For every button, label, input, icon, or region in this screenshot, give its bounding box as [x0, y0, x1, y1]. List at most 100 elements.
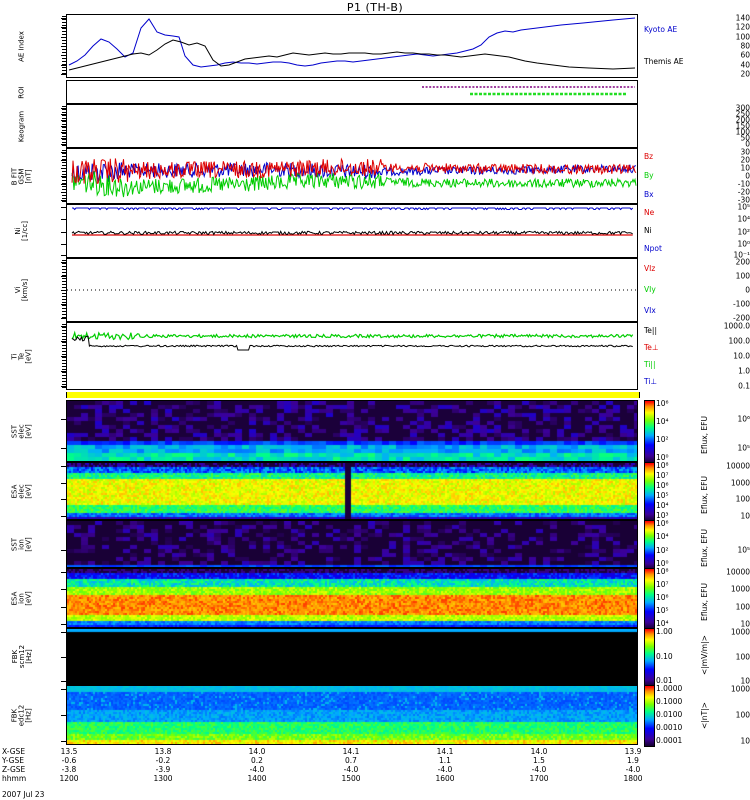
axis-label-esa_e: ESA elec [eV]	[10, 483, 33, 499]
y-tickmark-ae-5	[61, 65, 66, 66]
ni-traces	[71, 207, 634, 236]
mode-bar	[66, 392, 640, 398]
y-tick-esa_i-0: 10000	[726, 567, 750, 577]
y-tick-keogram-4: 100	[735, 127, 750, 137]
y-tickmark-ae-6	[61, 74, 66, 75]
x-tick-z-gse-3: -4.0	[343, 765, 359, 774]
x-tick-y-gse-6: 1.9	[627, 756, 639, 765]
y-tickmark-temp-4	[61, 386, 66, 387]
panel-esa-elec	[66, 462, 638, 520]
x-tick-y-gse-0: -0.6	[61, 756, 77, 765]
y-tickmark-ae-1	[61, 27, 66, 28]
legend-temp-3: Ti⊥	[644, 376, 657, 386]
colorbar-label-cb-sst-i-2: 10²	[656, 545, 669, 555]
panel-temperature	[66, 322, 638, 390]
y-tickmark-fbk_edc-2	[61, 741, 66, 742]
minor-ticks-vi	[62, 258, 66, 322]
axis-label-ae: AE Index	[17, 30, 26, 62]
y-tick-sst_e-1: 10⁵	[737, 443, 750, 453]
colorbar-title-cb-sst-i: Eflux, EFU	[700, 529, 709, 567]
y-tick-ni-3: 10⁰	[737, 239, 750, 249]
y-tick-sst_i-0: 10⁵	[737, 545, 750, 554]
colorbar-label-cb-esa-e-3: 10⁵	[656, 491, 669, 500]
legend-ni-0: Ne	[644, 208, 655, 217]
colorbar-label-cb-esa-e-4: 10⁴	[656, 501, 669, 510]
colorbar-label-cb-esa-i-4: 10⁴	[656, 619, 669, 628]
colorbar-cb-esa-i	[644, 568, 655, 630]
axis-label-ni: Ni [1/cc]	[14, 221, 29, 241]
y-tick-temp-2: 10.0	[733, 351, 750, 361]
date-label: 2007 Jul 23	[2, 790, 45, 799]
y-tickmark-fbk_scm-2	[61, 681, 66, 682]
y-tick-vi-1: 100	[735, 271, 750, 281]
y-tick-ni-4: 10⁻¹	[733, 250, 750, 260]
minor-ticks-keogram	[62, 104, 66, 148]
colorbar-label-cb-sst-i-3: 10⁰	[656, 559, 669, 568]
y-tick-bfit-3: 0	[745, 171, 750, 181]
y-tick-esa_e-3: 10	[740, 511, 750, 521]
colorbar-label-cb-sst-i-0: 10⁶	[656, 519, 669, 528]
y-tick-temp-4: 0.1	[738, 381, 750, 391]
colorbar-label-cb-sst-e-1: 10⁴	[656, 417, 669, 426]
colorbar-title-cb-fbk-edc: <|nT|>	[700, 701, 709, 729]
y-tick-sst_e-0: 10⁶	[737, 413, 750, 423]
esa-elec-spectrogram	[67, 463, 637, 519]
y-tickmark-fbk_scm-0	[61, 632, 66, 633]
legend-bfit-2: Bx	[644, 189, 654, 199]
y-tickmark-ni-3	[61, 244, 66, 245]
colorbar-label-cb-sst-e-0: 10⁶	[656, 399, 669, 408]
y-tick-esa_e-1: 1000	[730, 477, 750, 487]
y-tick-keogram-6: 0	[745, 139, 750, 149]
y-tick-keogram-0: 300	[735, 103, 750, 113]
panel-keogram	[66, 104, 638, 148]
colorbar-gradient	[645, 629, 654, 686]
minor-ticks-bfit	[62, 148, 66, 204]
y-tickmark-vi-4	[61, 318, 66, 319]
x-tick-x-gse-5: 14.0	[530, 747, 548, 756]
legend-ni-2: Npot	[644, 244, 662, 253]
colorbar-gradient	[645, 463, 654, 521]
y-tickmark-bfit-1	[61, 160, 66, 161]
fbk-scm12-spectrogram	[67, 629, 637, 684]
axis-label-sst_i: SST ion [eV]	[10, 536, 33, 552]
legend-ae-0: Kyoto AE	[644, 25, 678, 34]
y-tickmark-ni-1	[61, 219, 66, 220]
y-tick-ae-0: 140	[735, 13, 750, 23]
y-tick-esa_i-1: 1000	[730, 584, 750, 594]
legend-vi-1: VIy	[644, 285, 656, 294]
y-tickmark-esa_e-2	[61, 499, 66, 500]
y-tickmark-keogram-5	[61, 138, 66, 139]
colorbar-cb-sst-i	[644, 520, 655, 570]
colorbar-gradient	[645, 569, 654, 629]
y-tick-bfit-1: 20	[740, 155, 750, 165]
y-tick-vi-0: 200	[735, 257, 750, 267]
y-tick-bfit-2: 10	[740, 163, 750, 173]
y-tick-ae-6: 20	[740, 69, 750, 79]
x-tick-x-gse-6: 13.9	[624, 747, 642, 756]
x-tick-hhmm-6: 1800	[623, 774, 643, 783]
y-tick-keogram-1: 250	[735, 109, 750, 119]
y-tickmark-esa_e-0	[61, 466, 66, 467]
minor-ticks-temp	[62, 322, 66, 390]
y-tick-temp-1: 100.0	[728, 336, 750, 346]
panel-ni	[66, 204, 638, 258]
sst-elec-spectrogram	[67, 401, 637, 461]
y-tick-fbk_edc-2: 10	[740, 736, 750, 746]
y-tickmark-keogram-1	[61, 114, 66, 115]
x-tick-y-gse-1: -0.2	[155, 756, 171, 765]
y-tick-esa_e-2: 100	[735, 494, 750, 504]
y-tickmark-temp-2	[61, 356, 66, 357]
x-tick-y-gse-5: 1.5	[533, 756, 545, 765]
x-tick-x-gse-2: 14.0	[248, 747, 266, 756]
colorbar-label-cb-fbk-edc-3: 0.0010	[656, 723, 683, 732]
legend-bfit-1: By	[644, 171, 654, 180]
page-title: P1 (TH-B)	[346, 1, 404, 14]
y-tickmark-esa_i-0	[61, 572, 66, 573]
vi-traces	[67, 289, 637, 291]
colorbar-cb-fbk-scm	[644, 628, 655, 687]
y-tickmark-temp-3	[61, 371, 66, 372]
colorbar-label-cb-esa-i-3: 10⁵	[656, 606, 669, 615]
y-tickmark-ni-0	[61, 207, 66, 208]
y-tickmark-bfit-6	[61, 200, 66, 201]
